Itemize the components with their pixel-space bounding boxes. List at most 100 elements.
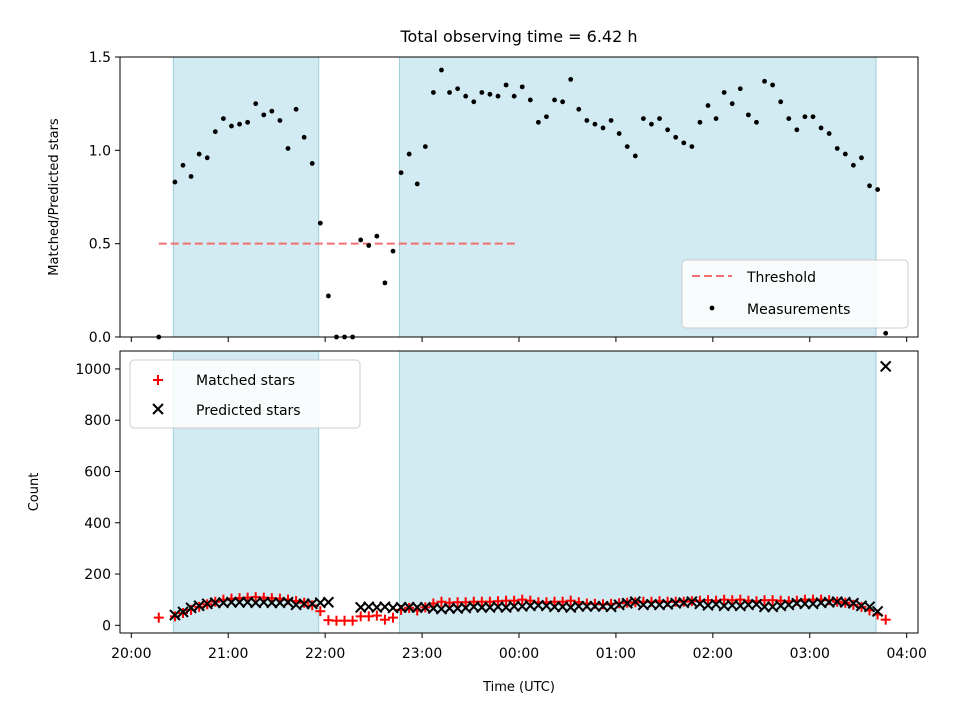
predicted-star-point: [847, 597, 860, 609]
measurement-point: [382, 280, 388, 286]
x-tick-label: 02:00: [693, 646, 733, 662]
observing-window: [398, 350, 877, 634]
measurement-point: [390, 248, 396, 254]
measurement-point: [430, 90, 436, 95]
measurement-point: [770, 82, 776, 88]
measurement-point: [398, 170, 404, 176]
chart-title: Total observing time = 6.42 h: [399, 27, 637, 46]
measurement-point: [802, 114, 808, 120]
matched-star-point: [436, 596, 447, 607]
measurement-point: [705, 103, 711, 108]
measurement-point: [527, 97, 533, 103]
measurement-point: [640, 116, 646, 121]
predicted-star-point: [169, 609, 181, 621]
ratio-legend: Threshold Measurements: [681, 259, 909, 329]
measurement-point: [657, 116, 662, 121]
predicted-star-point: [750, 598, 763, 610]
measurement-point: [495, 93, 501, 99]
count-panel: 0 200 400 600 800 1000 20:00 21:00 22:00 23:00 00…: [27, 350, 927, 695]
matched-star-point: [307, 600, 318, 611]
measurement-point: [592, 121, 598, 127]
legend-matched-label: Matched stars: [196, 373, 295, 389]
measurement-point: [463, 93, 469, 99]
measurement-point: [713, 116, 719, 121]
matched-star-point: [153, 612, 164, 623]
ratio-panel: Total observing time = 6.42 h 0.0 0.5 1.0 1…: [47, 27, 919, 346]
y-tick-label: 200: [84, 567, 111, 583]
legend-matched-swatch: [153, 375, 163, 385]
measurement-point: [826, 131, 832, 136]
measurement-point: [754, 119, 759, 125]
matched-star-point: [517, 594, 528, 605]
measurement-point: [552, 97, 557, 103]
predicted-star-point: [629, 596, 642, 608]
measurement-point: [301, 134, 307, 140]
measurement-point: [374, 233, 380, 239]
measurement-point: [447, 90, 452, 95]
measurement-point: [479, 90, 485, 95]
x-tick-label: 04:00: [887, 646, 927, 662]
measurement-point: [883, 330, 889, 336]
matched-star-point: [371, 610, 382, 621]
measurement-point: [560, 99, 566, 105]
measurement-point: [818, 125, 824, 131]
measurement-point: [317, 220, 323, 226]
measurement-point: [269, 108, 275, 114]
measurement-point: [414, 181, 420, 187]
predicted-star-point: [605, 601, 617, 613]
measurement-point: [834, 146, 840, 151]
measurement-point: [519, 84, 525, 90]
measurement-point: [850, 162, 856, 168]
measurement-point: [439, 67, 444, 73]
matched-star-point: [565, 595, 576, 606]
predicted-star-point: [185, 602, 197, 614]
measurement-point: [471, 99, 477, 105]
measurement-point: [632, 153, 638, 159]
measurement-point: [737, 86, 743, 92]
measurement-point: [794, 127, 800, 133]
measurement-point: [188, 174, 194, 179]
measurement-point: [576, 106, 582, 112]
measurement-point: [212, 129, 218, 135]
x-axis-label: Time (UTC): [482, 680, 555, 695]
measurement-point: [875, 187, 881, 192]
predicted-star-point: [686, 596, 698, 608]
measurement-point: [600, 125, 606, 131]
predicted-star-point: [282, 596, 294, 608]
measurement-point: [568, 77, 574, 82]
measurement-point: [229, 123, 234, 129]
measurement-point: [745, 112, 751, 118]
y-tick-label: 600: [84, 464, 111, 480]
measurement-point: [535, 119, 541, 125]
measurement-point: [180, 162, 186, 168]
measurement-point: [358, 237, 364, 243]
predicted-star-point: [863, 601, 876, 613]
x-tick-label: 00:00: [499, 646, 539, 662]
x-tick-label: 23:00: [402, 646, 442, 662]
measurement-point: [867, 183, 872, 189]
measurement-point: [204, 155, 210, 161]
measurement-point: [277, 118, 283, 123]
matched-star-point: [848, 599, 859, 610]
predicted-star-point: [879, 360, 892, 373]
measurement-point: [778, 99, 784, 105]
measurement-point: [681, 140, 687, 146]
count-y-axis-label: Count: [27, 473, 42, 512]
measurement-point: [721, 90, 727, 95]
x-tick-label: 20:00: [111, 646, 151, 662]
measurement-point: [649, 121, 654, 127]
observing-window: [172, 56, 320, 338]
measurement-point: [422, 144, 428, 150]
matched-star-point: [379, 614, 390, 625]
measurement-point: [172, 179, 178, 185]
measurement-point: [859, 155, 864, 161]
measurement-point: [810, 114, 816, 120]
ratio-y-axis-label: Matched/Predicted stars: [47, 118, 62, 276]
matched-star-point: [880, 614, 891, 625]
legend-measurements-label: Measurements: [747, 302, 850, 318]
matched-star-point: [347, 615, 358, 626]
measurement-point: [455, 86, 461, 92]
measurement-point: [842, 151, 848, 157]
measurement-point: [616, 131, 622, 136]
predicted-star-point: [177, 606, 189, 618]
